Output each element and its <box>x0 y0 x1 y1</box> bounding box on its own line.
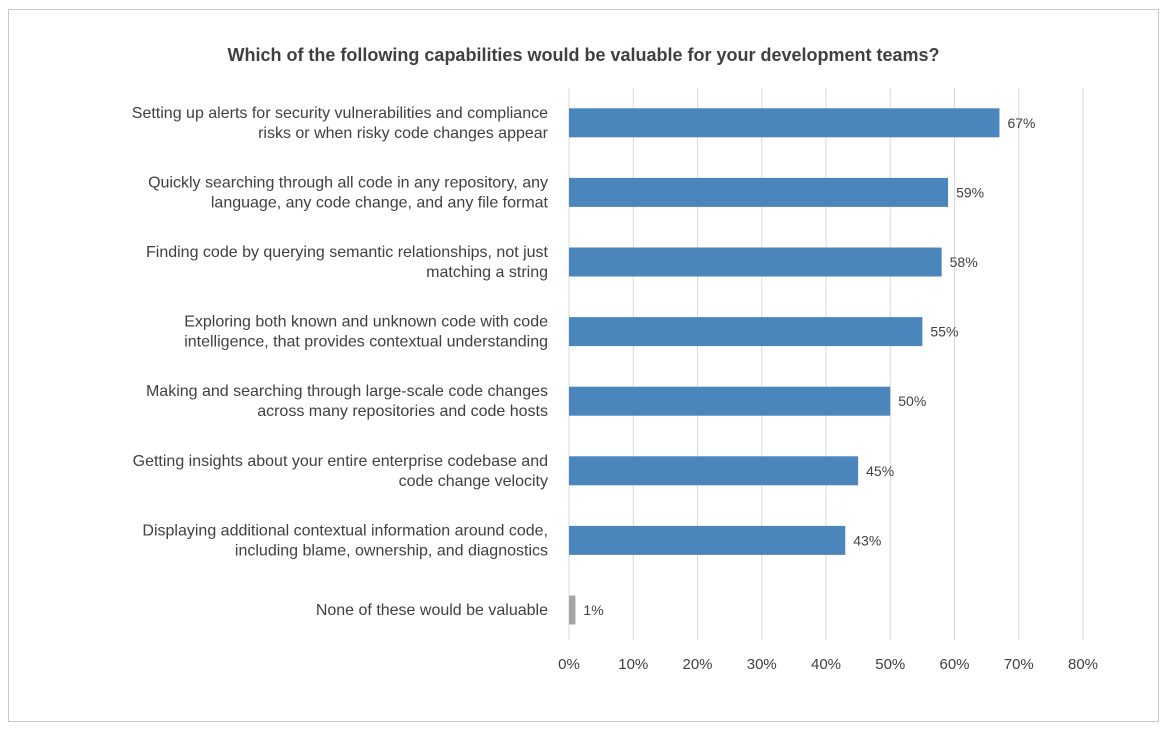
category-label: Exploring both known and unknown code wi… <box>184 314 548 331</box>
category-label: matching a string <box>426 264 548 281</box>
category-label: Finding code by querying semantic relati… <box>146 244 549 261</box>
bar <box>569 177 949 207</box>
x-tick-label: 50% <box>875 656 905 673</box>
bar <box>569 247 942 277</box>
category-label: Quickly searching through all code in an… <box>148 174 548 191</box>
category-label: across many repositories and code hosts <box>257 403 548 420</box>
category-label: intelligence, that provides contextual u… <box>184 334 548 351</box>
x-tick-label: 70% <box>1004 656 1034 673</box>
category-label: risks or when risky code changes appear <box>258 125 549 142</box>
bar <box>569 386 891 416</box>
data-label: 55% <box>930 324 958 340</box>
bar <box>569 108 1000 138</box>
category-label: Making and searching through large-scale… <box>146 383 548 400</box>
category-label: code change velocity <box>399 473 548 490</box>
category-label: including blame, ownership, and diagnost… <box>235 542 548 559</box>
x-tick-label: 80% <box>1068 656 1098 673</box>
bar <box>569 595 576 625</box>
bar <box>569 317 923 347</box>
x-tick-label: 30% <box>747 656 777 673</box>
x-tick-label: 0% <box>558 656 580 673</box>
category-label: Displaying additional contextual informa… <box>142 522 548 539</box>
data-label: 45% <box>866 463 894 479</box>
data-label: 67% <box>1007 115 1035 131</box>
data-label: 59% <box>956 184 984 200</box>
category-label: language, any code change, and any file … <box>211 194 549 211</box>
data-label: 58% <box>950 254 978 270</box>
bar <box>569 525 846 555</box>
bar <box>569 456 859 486</box>
data-label: 50% <box>898 393 926 409</box>
x-tick-label: 20% <box>682 656 712 673</box>
category-label: None of these would be valuable <box>316 602 548 619</box>
chart-title: Which of the following capabilities woul… <box>227 45 940 65</box>
x-tick-label: 60% <box>939 656 969 673</box>
x-tick-label: 40% <box>811 656 841 673</box>
category-label: Setting up alerts for security vulnerabi… <box>132 105 548 122</box>
category-label: Getting insights about your entire enter… <box>133 453 548 470</box>
data-label: 43% <box>853 532 881 548</box>
data-label: 1% <box>583 602 603 618</box>
x-tick-label: 10% <box>618 656 648 673</box>
